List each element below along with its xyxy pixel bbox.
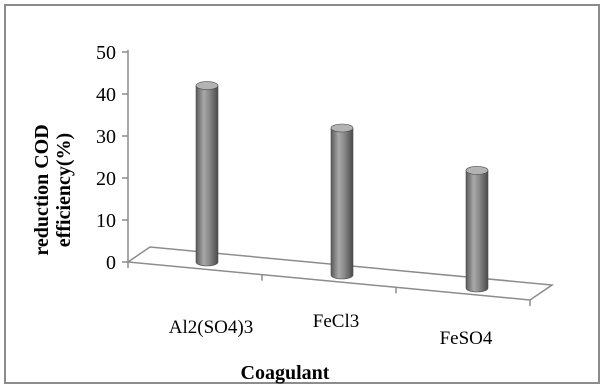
- floor-plane: [125, 246, 555, 306]
- bars: [195, 81, 489, 293]
- y-tick-label: 20: [96, 168, 116, 190]
- category-label: FeSO4: [440, 328, 493, 349]
- category-label: FeCl3: [313, 311, 359, 332]
- y-axis-title-line-1: reduction COD: [31, 124, 53, 255]
- bar-al2-so4-3: [195, 81, 219, 267]
- chart-frame: [4, 4, 600, 384]
- y-axis: 0 10 20 30 40 50: [96, 42, 129, 274]
- y-axis-title-line-2: efficiency(%): [53, 133, 75, 247]
- bar-body: [330, 127, 354, 280]
- x-axis-title: Coagulant: [241, 362, 330, 384]
- bar-feso4: [465, 166, 489, 293]
- bar-body: [465, 170, 489, 293]
- category-label: Al2(SO4)3: [169, 317, 253, 338]
- bar-top: [465, 166, 489, 175]
- y-tick-label: 50: [96, 42, 116, 64]
- y-tick-marks: [122, 51, 128, 263]
- bar-fecl3: [330, 123, 354, 280]
- bar-top: [195, 81, 219, 90]
- bar-top: [330, 123, 354, 133]
- y-tick-label: 30: [96, 126, 116, 148]
- y-tick-labels: 0 10 20 30 40 50: [96, 42, 116, 274]
- category-labels: Al2(SO4)3 FeCl3 FeSO4: [169, 311, 493, 349]
- y-tick-label: 0: [106, 252, 116, 274]
- y-tick-label: 40: [96, 84, 116, 106]
- bar-body: [195, 85, 219, 267]
- y-tick-label: 10: [96, 210, 116, 232]
- x-tick-marks: [127, 262, 531, 306]
